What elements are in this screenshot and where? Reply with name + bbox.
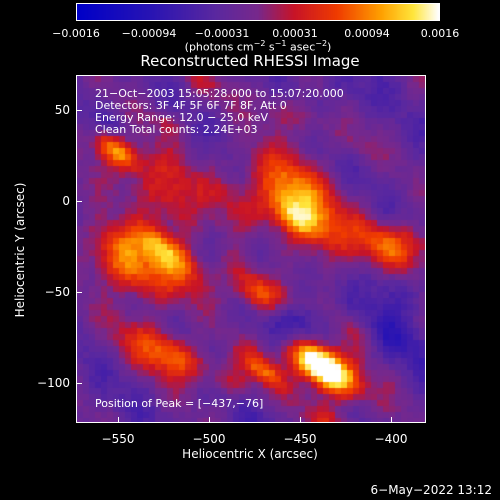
colorbar-tick: 0.0016 <box>420 27 460 40</box>
x-axis-label: Heliocentric X (arcsec) <box>182 447 318 461</box>
colorbar-tick: 0.00094 <box>344 27 390 40</box>
colorbar-tick: −0.00031 <box>194 27 250 40</box>
colorbar <box>77 4 439 20</box>
colorbar-unit: (photons cm−2 s−1 asec−2) <box>184 39 332 54</box>
x-tick: −400 <box>374 432 408 446</box>
y-tick: −100 <box>37 376 70 390</box>
datestamp: 6−May−2022 13:12 <box>370 483 493 497</box>
annotation-detectors: Detectors: 3F 4F 5F 6F 7F 8F, Att 0 <box>95 99 287 112</box>
x-tick: −500 <box>192 432 226 446</box>
colorbar-tick: −0.0016 <box>52 27 100 40</box>
y-tick: −50 <box>44 285 70 299</box>
colorbar-tick: 0.00031 <box>272 27 318 40</box>
colorbar-frame <box>76 3 440 21</box>
x-tick: −550 <box>101 432 135 446</box>
annotation-time: 21−Oct−2003 15:05:28.000 to 15:07:20.000 <box>95 87 344 100</box>
y-tick: 50 <box>54 103 70 117</box>
plot-title: Reconstructed RHESSI Image <box>140 52 360 70</box>
annotation-method: Clean Total counts: 2.24E+03 <box>95 123 258 136</box>
annotation-energy: Energy Range: 12.0 − 25.0 keV <box>95 111 269 124</box>
image-map <box>77 76 425 422</box>
annotation-peak: Position of Peak = [−437,−76] <box>95 397 264 410</box>
rhessi-image: 21−Oct−2003 15:05:28.000 to 15:07:20.000… <box>76 75 426 423</box>
y-axis-label: Heliocentric Y (arcsec) <box>13 182 27 318</box>
x-tick: −450 <box>283 432 317 446</box>
y-tick: 0 <box>62 194 70 208</box>
colorbar-tick: −0.00094 <box>121 27 177 40</box>
